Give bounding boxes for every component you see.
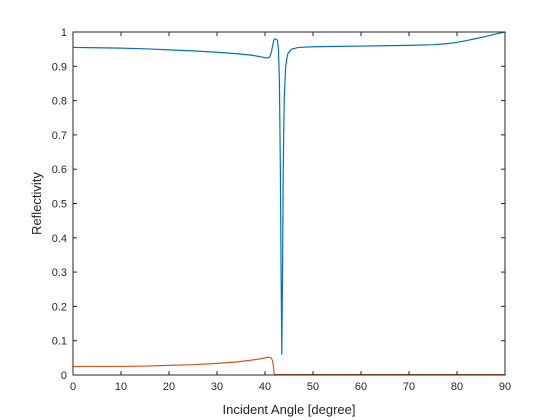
x-tick-label: 50: [307, 381, 319, 393]
tick-labels: 0 10 20 30 40 50 60 70 80 90 0 0.1 0.2 0.3 0.4 0.5 0.6 0.…: [52, 27, 511, 393]
series-line-1: [72, 31, 506, 356]
x-tick-label: 10: [115, 381, 127, 393]
x-tick-label: 40: [259, 381, 271, 393]
y-tick-label: 1: [61, 27, 67, 39]
axes: [72, 31, 506, 376]
plot-lines: [72, 31, 506, 376]
x-tick-label: 80: [451, 381, 463, 393]
series-line-2: [73, 356, 505, 376]
y-axis-label: Reflectivity: [29, 172, 44, 235]
x-tick-label: 0: [70, 381, 76, 393]
y-tick-label: 0.7: [52, 130, 67, 142]
x-tick-label: 70: [403, 381, 415, 393]
y-tick-label: 0.9: [52, 61, 67, 73]
y-tick-label: 0.4: [52, 233, 67, 245]
y-tick-label: 0.8: [52, 96, 67, 108]
x-axis-label: Incident Angle [degree]: [223, 402, 356, 417]
y-tick-label: 0.1: [52, 336, 67, 348]
x-tick-label: 60: [355, 381, 367, 393]
x-tick-label: 20: [163, 381, 175, 393]
y-tick-label: 0: [61, 370, 67, 382]
x-tick-label: 90: [499, 381, 511, 393]
y-tick-label: 0.2: [52, 301, 67, 313]
y-tick-label: 0.5: [52, 199, 67, 211]
x-tick-label: 30: [211, 381, 223, 393]
plot-frame: [72, 31, 506, 376]
y-tick-label: 0.3: [52, 267, 67, 279]
y-tick-label: 0.6: [52, 164, 67, 176]
